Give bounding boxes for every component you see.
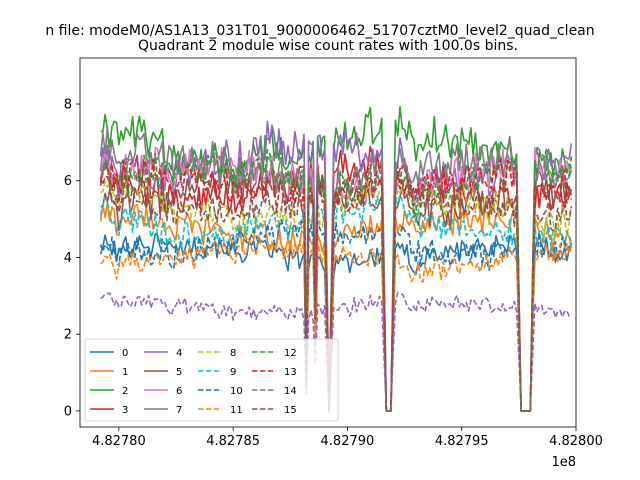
legend-label: 3 [122,405,128,416]
legend-label: 8 [230,348,236,359]
series-line-0 [99,233,573,412]
series-line-12 [99,146,573,412]
legend-label: 9 [230,367,236,378]
series-line-1 [99,202,573,412]
legend-label: 12 [284,348,297,359]
legend-box [84,338,339,422]
legend-label: 15 [284,405,297,416]
y-tick-label: 4 [64,251,72,266]
legend-label: 7 [176,405,182,416]
series-line-8 [100,176,573,412]
legend-label: 5 [176,367,182,378]
series-line-9 [99,194,573,412]
y-tick-label: 0 [64,404,72,419]
chart-title: Quadrant 2 module wise count rates with … [138,38,518,54]
legend-label: 4 [176,348,182,359]
series-line-15 [99,163,573,412]
legend-label: 1 [122,367,128,378]
plot-frame [79,57,577,428]
legend-label: 6 [176,386,182,397]
x-tick-label: 4.82790 [321,434,375,449]
x-offset-label: 1e8 [551,455,576,470]
x-tick-label: 4.82780 [92,434,146,449]
figure-suptitle: n file: modeM0/AS1A13_031T01_9000006462_… [45,23,594,39]
x-tick-label: 4.82795 [435,434,489,449]
series-line-14 [100,292,572,412]
x-axis: 4.82780 4.82785 4.82790 4.82795 4.82800 [92,427,603,449]
legend-label: 14 [284,386,297,397]
legend-label: 0 [122,348,128,359]
legend-label: 13 [284,367,297,378]
legend-label: 10 [230,386,243,397]
series-line-13 [99,156,573,412]
series-layer [99,106,573,412]
y-tick-label: 6 [64,174,72,189]
x-tick-label: 4.82800 [549,434,603,449]
legend-label: 2 [122,386,128,397]
y-tick-label: 2 [64,328,72,343]
series-line-7 [99,126,573,412]
y-axis: 0 2 4 6 8 [64,98,80,419]
y-tick-label: 8 [64,98,72,113]
series-line-10 [99,218,572,412]
x-tick-label: 4.82785 [206,434,260,449]
series-line-11 [100,234,573,412]
legend-label: 11 [230,405,243,416]
series-line-3 [99,145,573,412]
